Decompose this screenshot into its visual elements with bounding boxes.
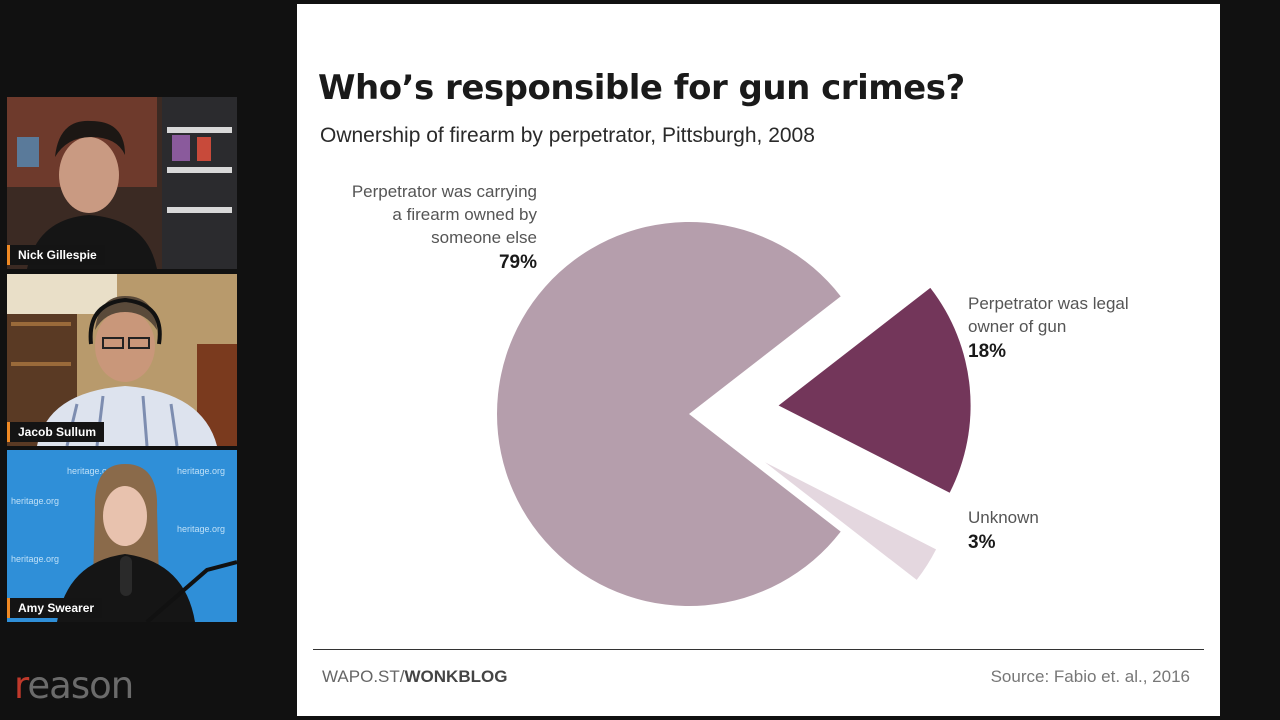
video-tile-jacob-sullum: Jacob Sullum [7, 274, 237, 446]
pie-slice-legal-owner [778, 287, 971, 493]
pie-slice-someone-else [497, 222, 841, 607]
reason-logo: reason [14, 664, 134, 707]
slice-label-line: someone else [431, 228, 537, 247]
backdrop-text: heritage.org [177, 466, 225, 476]
slice-label-line: Perpetrator was legal [968, 294, 1129, 313]
backdrop-text: heritage.org [67, 466, 115, 476]
backdrop-text: heritage.org [11, 554, 59, 564]
slice-label-someone-else: Perpetrator was carrying a firearm owned… [297, 180, 537, 274]
slice-label-legal-owner: Perpetrator was legal owner of gun 18% [968, 292, 1168, 363]
slice-label-line: owner of gun [968, 317, 1067, 336]
footer-divider [313, 649, 1204, 650]
video-tile-nick-gillespie: Nick Gillespie [7, 97, 237, 269]
backdrop-text: heritage.org [177, 524, 225, 534]
pie-chart [497, 222, 971, 607]
footer-credit-brand: WONKBLOG [404, 667, 508, 686]
participant-video: heritage.org heritage.org heritage.org h… [7, 450, 237, 622]
source-note: Source: Fabio et. al., 2016 [990, 667, 1190, 686]
slice-value-label: 18% [968, 341, 1007, 362]
slice-label-line: Perpetrator was carrying [351, 182, 537, 201]
pie-slice-unknown [764, 462, 937, 580]
slice-value-label: 3% [968, 532, 996, 553]
participant-name-tag: Jacob Sullum [7, 422, 105, 442]
backdrop-text: heritage.org [11, 496, 59, 506]
footer-credit: WAPO.ST/WONKBLOG [322, 667, 507, 687]
participant-name-tag: Amy Swearer [7, 598, 103, 618]
slice-label-unknown: Unknown 3% [968, 506, 1168, 554]
chart-subtitle: Ownership of firearm by perpetrator, Pit… [320, 124, 815, 147]
participant-video [7, 97, 237, 269]
participant-video [7, 274, 237, 446]
presentation-slide: Who’s responsible for gun crimes? Owners… [297, 4, 1220, 716]
video-tile-amy-swearer: heritage.org heritage.org heritage.org h… [7, 450, 237, 622]
participant-name-tag: Nick Gillespie [7, 245, 105, 265]
chart-title: Who’s responsible for gun crimes? [318, 68, 965, 108]
slice-value-label: 79% [498, 252, 537, 273]
slice-label-line: a firearm owned by [392, 205, 537, 224]
slice-label-line: Unknown [968, 508, 1039, 527]
footer-credit-prefix: WAPO.ST/ [322, 667, 405, 686]
